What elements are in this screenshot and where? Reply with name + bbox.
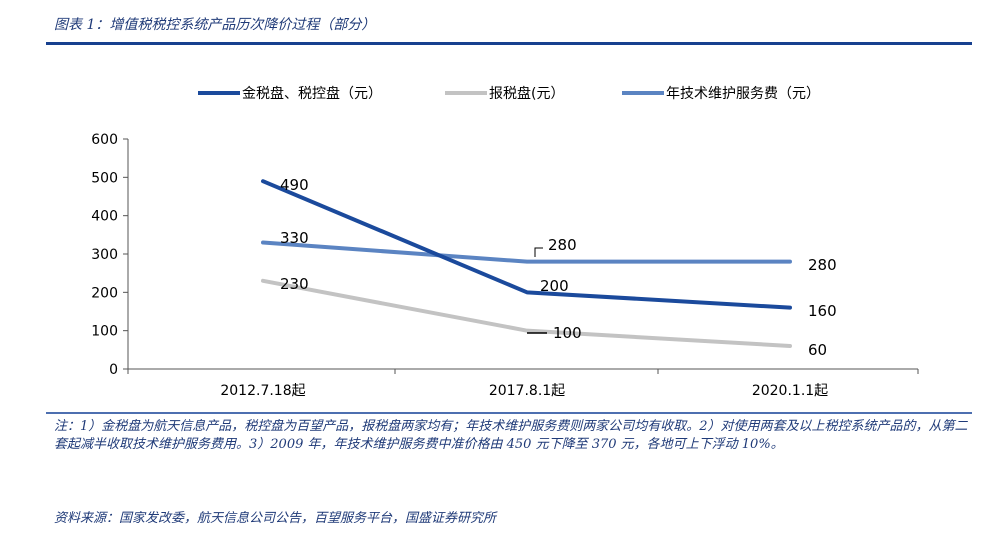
data-label: 200: [540, 277, 569, 295]
series-line-2: [261, 240, 792, 264]
x-tick-label: 2012.7.18起: [220, 383, 305, 399]
legend-label: 金税盘、税控盘（元）: [242, 85, 382, 102]
series-line-1: [261, 278, 792, 348]
x-tick-label: 2017.8.1起: [489, 383, 565, 399]
data-label: 280: [808, 256, 837, 274]
figure-title: 图表 1：增值税税控系统产品历次降价过程（部分）: [54, 17, 376, 33]
line-chart: 0 100 200 300 400 500 600 2012.7.18起 2017.8.1起 20…: [91, 85, 919, 399]
data-label: 160: [808, 302, 837, 320]
y-tick-label: 200: [91, 285, 118, 301]
y-tick-label: 300: [91, 247, 118, 263]
series-line-0: [261, 179, 792, 310]
y-tick-label: 400: [91, 209, 118, 225]
y-tick-label: 100: [91, 324, 118, 340]
y-tick-label: 500: [91, 170, 118, 186]
data-label: 280: [548, 236, 577, 254]
x-tick-label: 2020.1.1起: [752, 383, 828, 399]
y-tick-label: 0: [109, 362, 118, 378]
data-label: 490: [280, 176, 309, 194]
y-tick-label: 600: [91, 132, 118, 148]
data-label: 60: [808, 341, 827, 359]
legend-label: 年技术维护服务费（元）: [666, 86, 820, 102]
figure-source: 资料来源：国家发改委，航天信息公司公告，百望服务平台，国盛证券研究所: [54, 511, 497, 526]
data-label: 230: [280, 275, 309, 293]
data-label: 100: [553, 324, 582, 342]
bottom-rule: [46, 412, 972, 414]
data-label: 330: [280, 229, 309, 247]
figure-note: 注：1）金税盘为航天信息产品，税控盘为百望产品，报税盘两家均有；年技术维护服务费…: [54, 419, 968, 452]
top-rule: [46, 42, 972, 45]
leader-line: [534, 247, 543, 257]
legend-label: 报税盘(元）: [489, 85, 564, 102]
